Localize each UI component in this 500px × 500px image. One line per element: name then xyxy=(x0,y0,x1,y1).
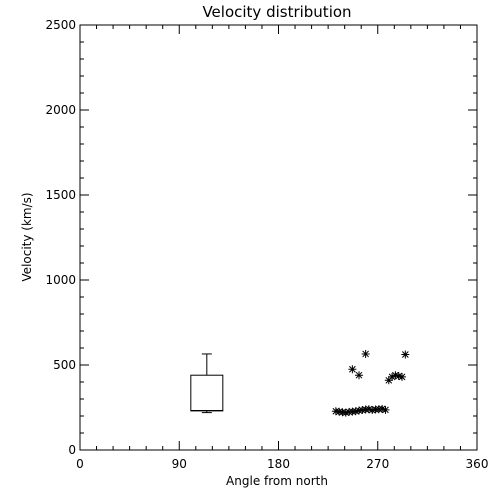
box-iqr xyxy=(190,374,224,412)
x-tick-label-0: 0 xyxy=(76,457,84,471)
data-point-1 xyxy=(335,407,344,416)
y-tick-label-2: 1000 xyxy=(45,273,76,287)
data-point-22 xyxy=(394,372,403,381)
y-axis-label: Velocity (km/s) xyxy=(20,192,34,281)
data-point-19 xyxy=(384,376,393,385)
plot-frame xyxy=(79,24,478,451)
data-points xyxy=(331,349,410,417)
axis-ticks: 0 90 180 270 360 0 500 1000 1500 2000 2500 xyxy=(45,18,488,471)
data-point-16 xyxy=(348,365,357,374)
data-point-21 xyxy=(391,371,400,380)
data-point-15 xyxy=(381,405,390,414)
y-tick-label-5: 2500 xyxy=(45,18,76,32)
data-point-14 xyxy=(378,404,387,413)
y-tick-label-1: 500 xyxy=(53,358,76,372)
x-tick-label-1: 90 xyxy=(172,457,187,471)
data-point-18 xyxy=(361,349,370,358)
data-point-7 xyxy=(355,406,364,415)
data-point-8 xyxy=(358,406,367,415)
data-point-17 xyxy=(355,371,364,380)
data-point-11 xyxy=(368,406,377,415)
x-tick-label-4: 360 xyxy=(466,457,489,471)
x-tick-label-2: 180 xyxy=(267,457,290,471)
y-tick-label-3: 1500 xyxy=(45,188,76,202)
data-point-23 xyxy=(398,372,407,381)
data-point-3 xyxy=(341,408,350,417)
data-point-6 xyxy=(351,407,360,416)
data-point-24 xyxy=(401,350,410,359)
data-point-10 xyxy=(364,405,373,414)
chart-title: Velocity distribution xyxy=(202,3,351,21)
x-tick-label-3: 270 xyxy=(366,457,389,471)
x-axis-label: Angle from north xyxy=(226,474,328,488)
data-point-20 xyxy=(388,372,397,381)
box-plot xyxy=(190,353,224,414)
y-tick-label-4: 2000 xyxy=(45,103,76,117)
data-point-0 xyxy=(331,407,340,416)
y-tick-label-0: 0 xyxy=(68,443,76,457)
